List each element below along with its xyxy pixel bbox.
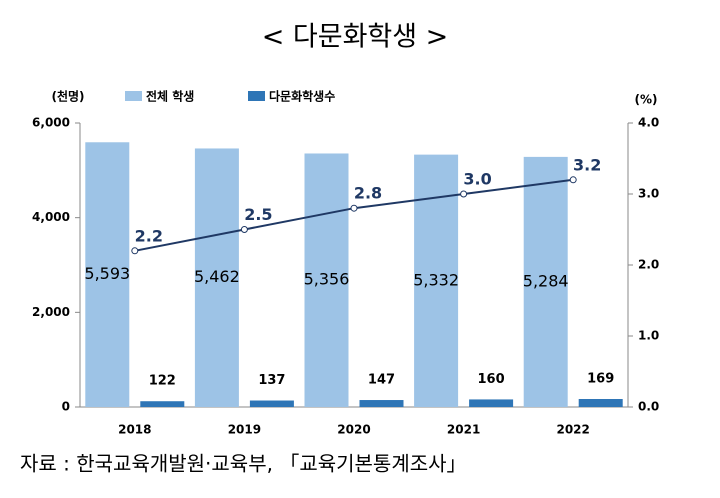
line-point xyxy=(350,204,358,212)
bar-value-label: 160 xyxy=(478,372,505,387)
legend-swatch xyxy=(125,91,142,101)
y2-tick-label: 2.0 xyxy=(638,258,659,272)
line-value-label: 2.2 xyxy=(135,226,163,245)
bar xyxy=(140,401,185,407)
line-point xyxy=(240,226,248,233)
line-point xyxy=(460,190,468,198)
y-tick-label: 0 xyxy=(62,400,70,414)
y-tick-label: 4,000 xyxy=(32,210,70,224)
y2-tick-label: 1.0 xyxy=(638,329,659,343)
bar-value-label: 5,332 xyxy=(413,270,459,289)
bar-value-label: 147 xyxy=(368,373,395,388)
bar xyxy=(578,399,623,407)
chart-title: < 다문화학생 > xyxy=(262,22,449,53)
bar xyxy=(249,400,294,407)
bar-value-label: 5,462 xyxy=(194,267,240,286)
legend-swatch xyxy=(248,91,265,101)
bar xyxy=(194,148,239,407)
y2-tick-label: 3.0 xyxy=(638,187,659,201)
bar xyxy=(523,156,568,407)
bar-value-label: 5,356 xyxy=(304,270,350,289)
x-tick-label: 2022 xyxy=(556,423,589,437)
source-note: 자료 : 한국교육개발원·교육부, 「교육기본통계조사」 xyxy=(20,452,467,476)
x-tick-label: 2018 xyxy=(118,423,151,437)
legend-label: 다문화학생수 xyxy=(269,89,335,104)
bar-value-label: 122 xyxy=(149,374,176,389)
legend-label: 전체 학생 xyxy=(146,89,194,104)
bar xyxy=(85,142,130,408)
bar-value-label: 137 xyxy=(258,373,285,388)
line-point xyxy=(131,247,139,255)
line-value-label: 2.8 xyxy=(354,184,382,203)
y-tick-label: 2,000 xyxy=(32,305,70,319)
bar xyxy=(359,400,404,407)
y-tick-label: 6,000 xyxy=(32,116,70,130)
line-value-label: 3.2 xyxy=(573,155,601,174)
line-value-label: 3.0 xyxy=(463,170,491,189)
line-point xyxy=(569,176,577,184)
bar xyxy=(469,399,514,407)
line-value-label: 2.5 xyxy=(244,205,272,224)
x-tick-label: 2020 xyxy=(337,423,370,437)
bar-value-label: 5,593 xyxy=(84,264,130,283)
bar-value-label: 169 xyxy=(587,372,614,387)
bar-value-label: 5,284 xyxy=(523,271,569,290)
y2-tick-label: 0.0 xyxy=(638,400,659,414)
y2-axis-label: (%) xyxy=(635,93,658,107)
x-tick-label: 2019 xyxy=(228,423,261,437)
y-axis-label: (천명) xyxy=(51,89,84,104)
x-tick-label: 2021 xyxy=(447,423,480,437)
y2-tick-label: 4.0 xyxy=(638,116,659,130)
bar xyxy=(304,153,349,407)
